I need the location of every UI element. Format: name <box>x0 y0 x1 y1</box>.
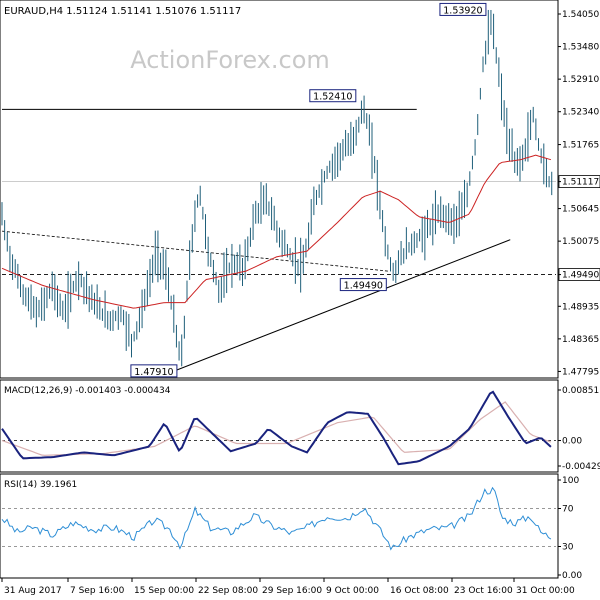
macd-tick-label: 0.00 <box>562 437 582 447</box>
macd-axis: 0.008517 0.00 -0.004296 <box>558 386 600 472</box>
price-tick-label: 1.50645 <box>562 205 599 215</box>
annotation-label: 1.52410 <box>313 92 352 103</box>
macd-tick-label: -0.004296 <box>562 462 600 472</box>
macd-title: MACD(12,26,9) -0.001403 -0.000434 <box>4 386 171 396</box>
price-tick-label: 1.52910 <box>562 75 599 85</box>
price-tick-label: 1.50075 <box>562 237 599 247</box>
time-axis: 31 Aug 2017 7 Sep 16:00 15 Sep 00:00 22 Sep… <box>1 578 575 596</box>
time-tick-label: 23 Oct 16:00 <box>454 586 513 596</box>
price-tick-label: 1.49490 <box>562 271 599 281</box>
price-axis: 1.54050 1.53480 1.52910 1.52340 1.51765 1.511… <box>558 10 600 377</box>
annotation-box <box>309 89 357 103</box>
annotation-label: 1.53920 <box>443 5 482 16</box>
price-tick-label: 1.48365 <box>562 335 599 345</box>
time-tick-label: 31 Aug 2017 <box>4 586 62 596</box>
annotation-box <box>339 278 387 292</box>
symbol-header: EURAUD,H4 1.51124 1.51141 1.51076 1.5111… <box>4 6 241 17</box>
annotation-label: 1.47910 <box>134 367 173 378</box>
dashed-trendline <box>1 230 389 272</box>
time-tick-label: 22 Sep 08:00 <box>198 586 258 596</box>
annotation-box <box>439 2 487 16</box>
annotation-box <box>130 364 178 378</box>
price-tick-label: 1.54050 <box>562 10 599 20</box>
rsi-line <box>1 486 552 551</box>
macd-panel-frame <box>0 379 559 473</box>
time-tick-label: 15 Sep 00:00 <box>134 586 194 596</box>
price-tick-label: 1.47795 <box>562 367 599 377</box>
time-tick-label: 16 Oct 08:00 <box>390 586 449 596</box>
annotation-label: 1.49490 <box>344 281 383 292</box>
macd-line <box>1 390 552 466</box>
macd-tick-label: 0.008517 <box>562 386 600 396</box>
time-tick-label: 31 Oct 00:00 <box>516 586 575 596</box>
rsi-axis: 100 70 30 0.00 <box>558 476 582 581</box>
rsi-plot <box>1 486 556 551</box>
price-tick-label: 1.48935 <box>562 302 599 312</box>
time-tick-label: 9 Oct 00:00 <box>326 586 379 596</box>
rsi-tick-label: 0.00 <box>562 571 582 581</box>
moving-average-line <box>1 154 552 309</box>
time-tick-label: 7 Sep 16:00 <box>70 586 125 596</box>
rsi-tick-label: 100 <box>562 476 579 486</box>
price-tick-label: 1.51765 <box>562 141 599 151</box>
price-plot: 1.53920 1.52410 1.49490 1.47910 <box>1 2 556 378</box>
price-tick-label: 1.51117 <box>562 178 599 188</box>
price-panel-frame <box>0 0 559 379</box>
price-tick-label: 1.53480 <box>562 43 599 53</box>
watermark: ActionForex.com <box>130 46 330 74</box>
support-trendline <box>176 239 511 371</box>
rsi-panel-frame <box>0 473 559 579</box>
rsi-title: RSI(14) 39.1961 <box>4 480 77 490</box>
rsi-tick-label: 70 <box>562 505 574 515</box>
price-tick-label: 1.52340 <box>562 108 599 118</box>
time-tick-label: 29 Sep 16:00 <box>262 586 322 596</box>
rsi-tick-label: 30 <box>562 543 574 553</box>
macd-plot <box>1 390 556 466</box>
